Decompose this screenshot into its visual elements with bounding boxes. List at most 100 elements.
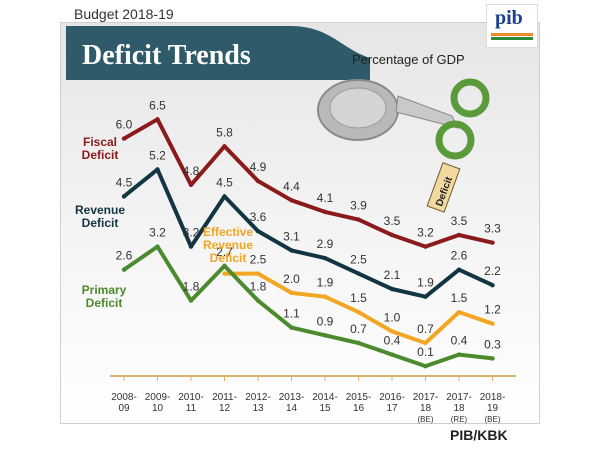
data-label-revenue: 4.5: [116, 175, 133, 189]
x-tick-label: (BE): [485, 415, 501, 424]
data-label-revenue: 4.5: [216, 175, 233, 189]
data-point-revenue: [490, 282, 495, 288]
data-point-primary: [456, 352, 462, 357]
data-label-effective: 2.5: [250, 253, 267, 267]
data-point-revenue: [389, 286, 395, 292]
data-label-primary: 0.7: [350, 322, 367, 336]
legend-label-revenue: Deficit: [82, 216, 119, 230]
data-label-fiscal: 4.4: [283, 179, 300, 193]
data-point-effective: [322, 294, 328, 299]
data-label-primary: 2.6: [116, 249, 133, 263]
x-tick-label: 19: [487, 403, 499, 414]
data-label-effective: 1.5: [350, 291, 367, 305]
data-label-revenue: 2.9: [317, 237, 334, 251]
data-point-effective: [490, 321, 495, 326]
legend-label-effective: Revenue: [203, 238, 253, 252]
data-point-fiscal: [356, 217, 361, 222]
series-line-revenue: [122, 167, 494, 299]
data-label-effective: 1.0: [384, 310, 401, 324]
data-point-primary: [121, 267, 127, 272]
data-point-fiscal: [121, 136, 127, 141]
x-tick-label: 11: [186, 403, 197, 414]
data-point-fiscal: [155, 117, 160, 122]
logo-text: pib: [495, 7, 523, 29]
data-label-revenue: 2.6: [451, 249, 468, 263]
data-label-revenue: 3.6: [250, 210, 267, 224]
legend-label-primary: Primary: [82, 283, 127, 297]
data-label-effective: 2.0: [283, 272, 300, 286]
data-label-primary: 0.1: [417, 345, 434, 359]
x-tick-label: 2012-: [245, 392, 271, 403]
scissors-handle-top-icon: [450, 78, 490, 118]
x-tick-label: 18: [453, 403, 465, 414]
data-point-primary: [255, 298, 261, 303]
chart-subtitle: Percentage of GDP: [352, 52, 465, 67]
data-point-revenue: [456, 267, 462, 272]
data-point-effective: [389, 329, 395, 334]
data-point-effective: [356, 309, 361, 315]
data-label-fiscal: 3.9: [350, 199, 367, 213]
x-tick-label: 17: [386, 403, 398, 414]
legend-label-effective: Deficit: [210, 251, 247, 265]
data-point-primary: [356, 340, 361, 346]
title-banner: [66, 26, 370, 80]
x-tick-label: 2014-: [312, 392, 338, 403]
x-tick-label: 15: [319, 403, 331, 414]
scissors-coin-illustration: Deficit: [317, 78, 490, 213]
data-label-revenue: 2.2: [484, 264, 501, 278]
scissors-handle-bottom-icon: [435, 120, 475, 160]
data-point-primary: [222, 263, 227, 269]
x-tick-label: 2010-: [178, 392, 204, 403]
x-tick-label: 2016-: [379, 392, 405, 403]
x-tick-label: 13: [252, 403, 264, 414]
deficit-tag-icon: [426, 162, 461, 213]
x-tick-label: 2015-: [346, 392, 372, 403]
data-label-primary: 1.8: [250, 280, 267, 294]
data-point-fiscal: [490, 240, 495, 245]
data-label-fiscal: 6.0: [116, 118, 133, 132]
data-label-primary: 3.2: [149, 226, 166, 240]
data-label-primary: 0.4: [384, 334, 401, 348]
data-point-revenue: [188, 244, 194, 249]
data-label-revenue: 3.1: [283, 229, 300, 243]
x-tick-label: 14: [286, 403, 298, 414]
data-point-revenue: [356, 271, 361, 276]
data-point-effective: [255, 271, 261, 276]
data-point-effective: [289, 290, 294, 296]
x-tick-label: (BE): [418, 415, 434, 424]
source-label: PIB/KBK: [450, 427, 508, 443]
pib-logo: pib: [486, 4, 538, 48]
data-label-fiscal: 3.5: [384, 214, 401, 228]
data-point-primary: [155, 244, 160, 249]
data-point-fiscal: [322, 209, 328, 215]
x-tick-label: 2018-: [480, 392, 506, 403]
data-label-fiscal: 3.3: [484, 222, 501, 236]
x-tick-label: 12: [219, 403, 231, 414]
data-point-revenue: [222, 194, 227, 199]
logo-stripe-saffron: [491, 33, 533, 36]
data-label-fiscal: 4.8: [183, 164, 200, 178]
data-label-effective: 1.2: [484, 303, 501, 317]
data-point-fiscal: [222, 144, 227, 149]
data-label-revenue: 2.1: [384, 268, 401, 282]
data-label-fiscal: 4.9: [250, 160, 267, 174]
data-point-primary: [423, 363, 428, 369]
scissors-blade-icon: [395, 95, 459, 129]
legend-label-primary: Deficit: [86, 296, 123, 310]
x-tick-label: 2011-: [212, 392, 237, 403]
data-point-effective: [222, 271, 227, 276]
series-line-fiscal: [123, 117, 493, 249]
data-label-revenue: 2.5: [350, 253, 367, 267]
data-point-fiscal: [389, 232, 395, 238]
series-line-primary: [122, 244, 493, 369]
data-label-fiscal: 5.8: [216, 125, 233, 139]
data-label-primary: 0.9: [317, 314, 334, 328]
x-tick-label: 2017-: [446, 392, 472, 403]
budget-label: Budget 2018-19: [74, 6, 174, 22]
data-label-primary: 0.4: [451, 334, 468, 348]
data-label-revenue: 3.2: [183, 226, 200, 240]
x-tick-label: (RE): [451, 415, 468, 424]
data-label-effective: 0.7: [417, 322, 434, 336]
x-tick-label: 18: [420, 403, 432, 414]
data-label-primary: 0.3: [484, 337, 501, 351]
